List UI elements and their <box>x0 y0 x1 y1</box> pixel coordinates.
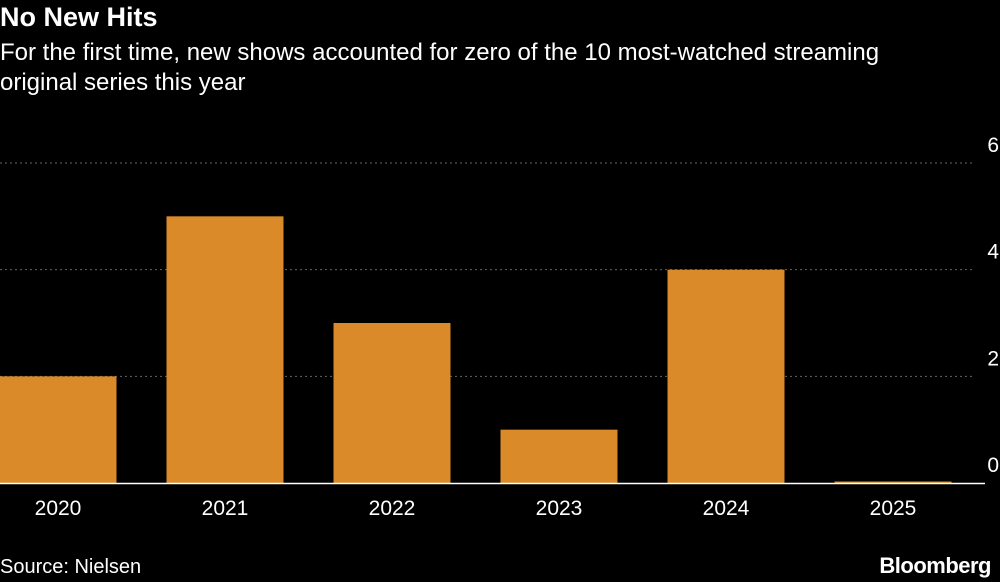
y-tick-label: 0 <box>987 454 999 477</box>
x-tick-label: 2023 <box>536 497 583 520</box>
x-tick-label: 2022 <box>369 497 416 520</box>
bar-2025 <box>834 481 952 483</box>
bar-2020 <box>0 376 117 483</box>
y-tick-label: 6 <box>987 134 999 157</box>
x-tick-label: 2021 <box>202 497 249 520</box>
bar-2021 <box>166 216 284 484</box>
x-tick-label: 2024 <box>703 497 750 520</box>
y-tick-label: 2 <box>987 347 999 370</box>
x-tick-label: 2025 <box>870 497 917 520</box>
bar-2023 <box>500 429 618 483</box>
y-tick-label: 4 <box>987 241 999 264</box>
bar-2022 <box>333 323 451 483</box>
x-tick-label: 2020 <box>35 497 82 520</box>
bar-2024 <box>667 269 785 483</box>
chart-subtitle: For the first time, new shows accounted … <box>0 39 880 96</box>
source-note: Source: Nielsen <box>0 556 142 578</box>
chart-title: No New Hits <box>0 2 158 32</box>
bloomberg-logo: Bloomberg <box>879 553 991 578</box>
